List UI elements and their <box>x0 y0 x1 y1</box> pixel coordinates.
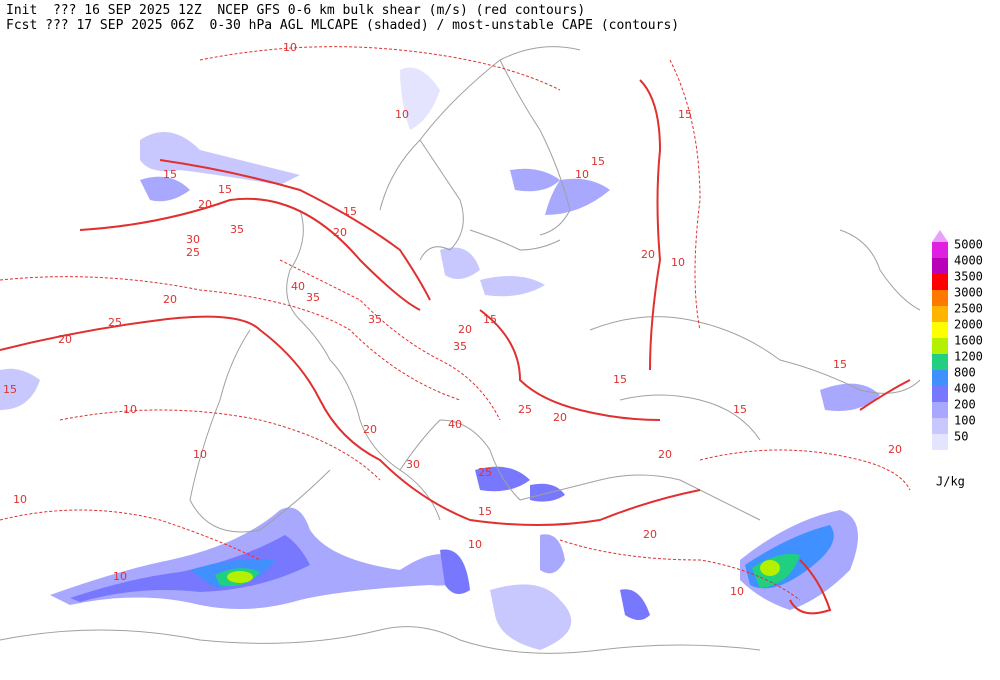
contour-label: 10 <box>468 538 482 551</box>
legend-label: 1200 <box>954 350 983 364</box>
legend-swatch <box>932 274 948 290</box>
contour-label: 25 <box>186 246 200 259</box>
contour-label: 15 <box>733 403 747 416</box>
legend-swatch <box>932 386 948 402</box>
legend: 5000 4000 3500 3000 2500 2000 1600 1200 800 400 20… <box>932 230 983 489</box>
contour-label: 15 <box>613 373 627 386</box>
legend-top-triangle <box>932 230 948 242</box>
contour-label: 30 <box>406 458 420 471</box>
contour-label: 35 <box>230 223 244 236</box>
contour-label: 10 <box>13 493 27 506</box>
contour-label: 20 <box>363 423 377 436</box>
contour-label: 20 <box>553 411 567 424</box>
legend-swatch <box>932 306 948 322</box>
header-line: Fcst ??? 17 SEP 2025 06Z 0-30 hPa AGL ML… <box>6 18 679 33</box>
contour-label: 25 <box>478 466 492 479</box>
header-line: Init ??? 16 SEP 2025 12Z NCEP GFS 0-6 km… <box>6 3 585 18</box>
legend-swatch <box>932 322 948 338</box>
contour-label: 35 <box>453 340 467 353</box>
legend-label: 3000 <box>954 286 983 300</box>
contour-label: 10 <box>671 256 685 269</box>
contour-label: 20 <box>643 528 657 541</box>
contour-label: 20 <box>641 248 655 261</box>
contour-label: 15 <box>483 313 497 326</box>
legend-label: 2500 <box>954 302 983 316</box>
contour-label: 10 <box>395 108 409 121</box>
contour-label: 35 <box>368 313 382 326</box>
legend-label: 50 <box>954 430 968 444</box>
contour-label: 10 <box>730 585 744 598</box>
contour-label: 10 <box>113 570 127 583</box>
contour-label: 30 <box>186 233 200 246</box>
contour-label: 20 <box>58 333 72 346</box>
legend-label: 800 <box>954 366 976 380</box>
contour-label: 20 <box>163 293 177 306</box>
legend-swatch <box>932 370 948 386</box>
legend-label: 2000 <box>954 318 983 332</box>
map-area: 1010151520353025202520152040353535201525… <box>0 41 921 654</box>
contour-label: 40 <box>448 418 462 431</box>
legend-swatch <box>932 338 948 354</box>
legend-label: 3500 <box>954 270 983 284</box>
legend-swatch <box>932 354 948 370</box>
legend-swatch <box>932 402 948 418</box>
legend-label: 400 <box>954 382 976 396</box>
cape-shading <box>0 67 880 650</box>
contour-label: 10 <box>575 168 589 181</box>
contour-label: 15 <box>3 383 17 396</box>
shear-contours <box>0 46 911 615</box>
contour-label: 35 <box>306 291 320 304</box>
contour-label: 10 <box>123 403 137 416</box>
legend-swatch <box>932 242 948 258</box>
contour-label: 10 <box>283 41 297 54</box>
legend-swatch <box>932 418 948 434</box>
contour-label: 15 <box>833 358 847 371</box>
contour-label: 20 <box>458 323 472 336</box>
legend-label: 4000 <box>954 254 983 268</box>
legend-unit: J/kg <box>936 475 965 489</box>
contour-label: 25 <box>108 316 122 329</box>
legend-swatch <box>932 258 948 274</box>
contour-label: 15 <box>678 108 692 121</box>
legend-label: 200 <box>954 398 976 412</box>
legend-swatch <box>932 290 948 306</box>
legend-label: 100 <box>954 414 976 428</box>
contour-label: 15 <box>478 505 492 518</box>
contour-label: 15 <box>343 205 357 218</box>
contour-label: 25 <box>518 403 532 416</box>
contour-label: 20 <box>333 226 347 239</box>
contour-label: 10 <box>193 448 207 461</box>
contour-label: 40 <box>291 280 305 293</box>
contour-label: 20 <box>658 448 672 461</box>
contour-label: 15 <box>163 168 177 181</box>
contour-label: 15 <box>218 183 232 196</box>
contour-label: 20 <box>198 198 212 211</box>
legend-label: 1600 <box>954 334 983 348</box>
legend-label: 5000 <box>954 238 983 252</box>
legend-swatch <box>932 434 948 450</box>
coastlines <box>0 46 921 654</box>
contour-label: 15 <box>591 155 605 168</box>
contour-label: 20 <box>888 443 902 456</box>
